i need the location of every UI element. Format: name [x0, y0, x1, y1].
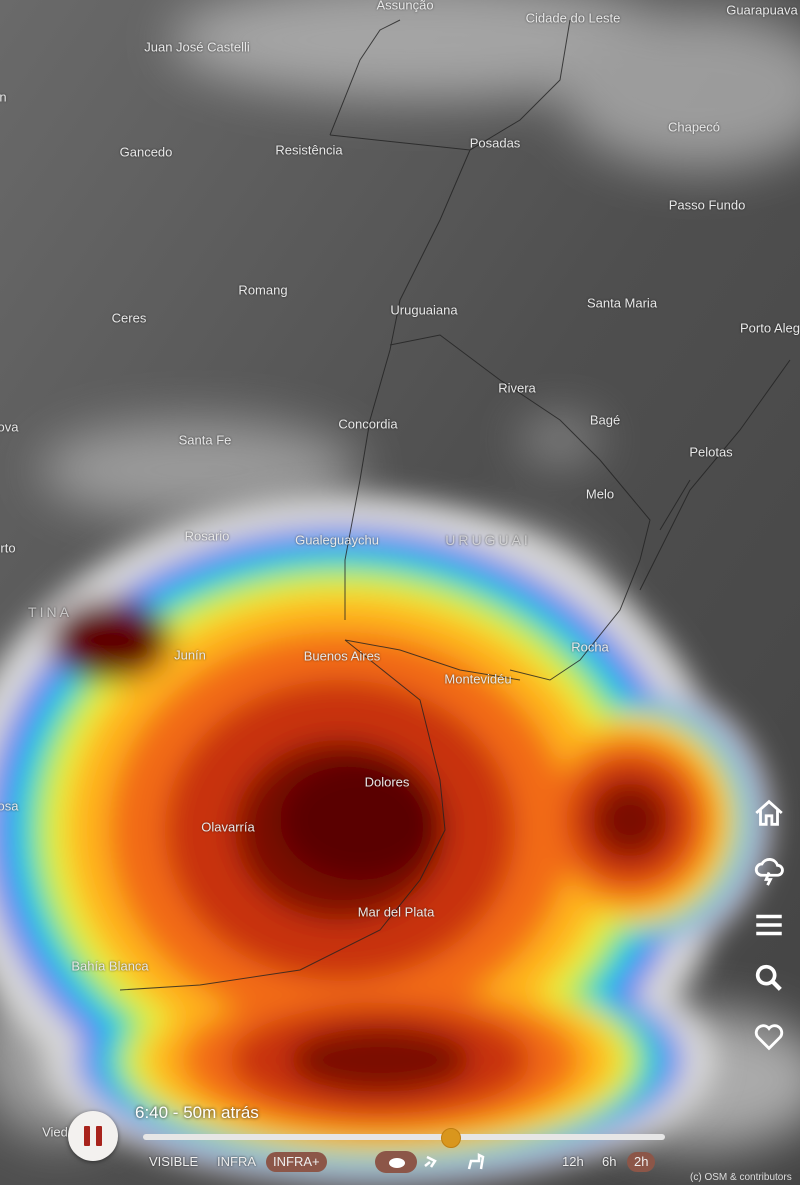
favorites-button[interactable]	[752, 1020, 786, 1054]
place-label: Juan José Castelli	[144, 39, 250, 55]
menu-button[interactable]	[752, 908, 786, 942]
speed-selector	[375, 1151, 485, 1173]
place-label: Rocha	[571, 639, 609, 655]
place-label: Posadas	[469, 135, 521, 151]
search-button[interactable]	[752, 961, 786, 995]
speed-fast[interactable]	[467, 1152, 485, 1170]
place-label: Guarapuava	[726, 2, 798, 18]
speed-medium[interactable]	[424, 1155, 437, 1168]
place-label: URUGUAI	[445, 532, 531, 548]
layer-button[interactable]: INFRA+	[266, 1152, 327, 1172]
duration-button[interactable]: 6h	[602, 1154, 617, 1169]
layer-button[interactable]: VISIBLE	[149, 1154, 199, 1169]
turtle-icon	[389, 1158, 405, 1168]
place-label: TINA	[28, 604, 72, 620]
place-label: Melo	[585, 486, 615, 502]
place-label: Buenos Aires	[303, 648, 381, 664]
storm-layer	[290, 1027, 470, 1093]
storm-button[interactable]	[752, 854, 786, 888]
layer-button[interactable]: INFRA	[217, 1154, 256, 1169]
place-label: n	[0, 89, 7, 105]
place-label: Pelotas	[689, 444, 733, 460]
place-label: Chapecó	[667, 119, 721, 135]
place-label: Cidade do Leste	[525, 10, 621, 26]
time-label: 6:40 - 50m atrás	[135, 1103, 259, 1122]
place-label: Uruguaiana	[390, 302, 458, 318]
place-label: Ceres	[111, 310, 147, 326]
storm-core	[280, 760, 440, 880]
place-label: Concordia	[338, 416, 398, 432]
place-label: Gualeguaychu	[295, 532, 379, 548]
place-label: Porto Aleg	[740, 320, 800, 336]
place-label: Junín	[174, 647, 206, 663]
duration-button[interactable]: 12h	[562, 1154, 584, 1169]
place-label: Gancedo	[119, 144, 173, 160]
place-label: Dolores	[364, 774, 410, 790]
place-label: Bahía Blanca	[71, 958, 149, 974]
place-label: Vied	[42, 1124, 68, 1140]
place-label: Romang	[238, 282, 288, 298]
place-label: Montevidéu	[444, 671, 512, 687]
place-label: Rivera	[498, 380, 536, 396]
duration-button[interactable]: 2h	[627, 1152, 656, 1172]
place-label: osa	[0, 798, 19, 814]
place-label: Santa Maria	[586, 295, 658, 311]
attribution: (c) OSM & contributors	[690, 1172, 792, 1183]
place-label: ova	[0, 419, 19, 435]
storm-layer	[592, 782, 668, 858]
place-label: Passo Fundo	[668, 197, 746, 213]
storm-core	[50, 600, 170, 680]
place-label: Bagé	[589, 412, 621, 428]
home-button[interactable]	[752, 796, 786, 830]
place-label: Assunção	[376, 0, 434, 13]
place-label: Rosario	[184, 528, 230, 544]
place-label: rto	[0, 540, 16, 556]
place-label: Santa Fe	[178, 432, 232, 448]
timeline-track[interactable]	[143, 1134, 665, 1140]
place-label: Mar del Plata	[357, 904, 435, 920]
place-label: Olavarría	[201, 819, 255, 835]
pause-button[interactable]	[68, 1111, 118, 1161]
timeline-knob[interactable]	[441, 1128, 461, 1148]
place-label: Resistência	[275, 142, 343, 158]
